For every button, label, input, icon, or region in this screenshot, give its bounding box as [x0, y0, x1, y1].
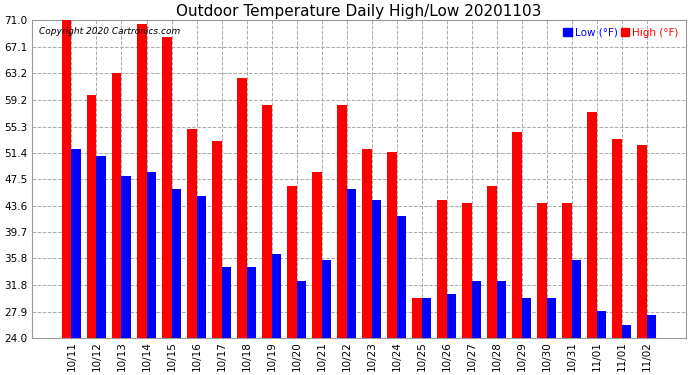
Bar — [72, 149, 81, 338]
Bar — [162, 37, 172, 338]
Bar — [197, 196, 206, 338]
Bar — [522, 298, 531, 338]
Bar — [487, 186, 497, 338]
Bar — [221, 267, 231, 338]
Bar — [337, 105, 346, 338]
Bar — [471, 281, 481, 338]
Bar — [87, 95, 97, 338]
Bar — [246, 267, 256, 338]
Bar — [612, 139, 622, 338]
Bar — [437, 200, 446, 338]
Bar — [297, 281, 306, 338]
Bar — [322, 260, 331, 338]
Bar — [571, 260, 581, 338]
Bar — [497, 281, 506, 338]
Bar — [312, 172, 322, 338]
Bar — [172, 189, 181, 338]
Bar — [62, 20, 72, 338]
Bar — [387, 152, 397, 338]
Title: Outdoor Temperature Daily High/Low 20201103: Outdoor Temperature Daily High/Low 20201… — [177, 4, 542, 19]
Bar — [272, 254, 281, 338]
Bar — [422, 298, 431, 338]
Bar — [412, 298, 422, 338]
Bar — [562, 203, 571, 338]
Bar — [187, 129, 197, 338]
Bar — [512, 132, 522, 338]
Bar — [446, 294, 456, 338]
Bar — [397, 216, 406, 338]
Bar — [462, 203, 471, 338]
Bar — [597, 311, 606, 338]
Bar — [362, 149, 371, 338]
Legend: Low (°F), High (°F): Low (°F), High (°F) — [561, 26, 680, 40]
Bar — [371, 200, 381, 338]
Bar — [262, 105, 272, 338]
Bar — [121, 176, 131, 338]
Bar — [287, 186, 297, 338]
Bar — [647, 315, 656, 338]
Bar — [546, 298, 556, 338]
Bar — [97, 156, 106, 338]
Bar — [137, 24, 146, 338]
Bar — [537, 203, 546, 338]
Bar — [237, 78, 246, 338]
Bar — [622, 325, 631, 338]
Bar — [346, 189, 356, 338]
Bar — [212, 141, 221, 338]
Text: Copyright 2020 Cartronics.com: Copyright 2020 Cartronics.com — [39, 27, 180, 36]
Bar — [146, 172, 156, 338]
Bar — [587, 112, 597, 338]
Bar — [637, 146, 647, 338]
Bar — [112, 73, 121, 338]
